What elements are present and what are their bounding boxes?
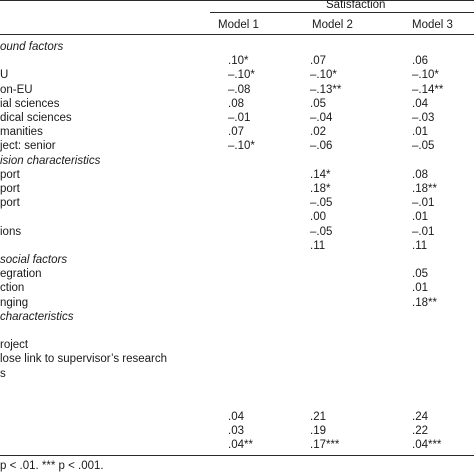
footnote-text: p < .01. *** p < .001.: [0, 460, 104, 472]
model-2-value: .05: [310, 97, 326, 110]
model-3-value: –.01: [412, 225, 435, 238]
row-label: port: [0, 168, 20, 181]
model-2-value: –.13**: [310, 83, 342, 96]
row-label: port: [0, 197, 20, 210]
model-1-value: .07: [228, 126, 244, 139]
group-heading: social factors: [0, 254, 68, 266]
row-label: manities: [0, 126, 43, 139]
model-2-header: Model 2: [312, 19, 353, 31]
model-1-value: –.10*: [228, 140, 255, 153]
model-2-value: –.10*: [310, 69, 337, 82]
model-3-value: .04: [412, 97, 428, 110]
table-footnote: p < .01. *** p < .001.: [0, 459, 104, 473]
row-label: roject: [0, 339, 29, 352]
summary-model-1: .03: [228, 425, 244, 438]
summary-model-2: .19: [310, 425, 326, 438]
group-heading: ound factors: [0, 41, 64, 53]
row-label: egration: [0, 268, 42, 281]
summary-model-3: .04***: [412, 439, 442, 452]
row-label: ject: senior: [0, 140, 56, 153]
table-bottom-rule: [0, 455, 474, 456]
model-3-value: –.10*: [412, 69, 439, 82]
summary-model-3: .24: [412, 411, 428, 423]
summary-model-1: .04**: [228, 439, 253, 452]
header-sub-rule: [210, 12, 474, 13]
model-2-value: .00: [310, 211, 326, 224]
row-label: nging: [0, 296, 29, 309]
model-3-value: .11: [412, 239, 428, 252]
model-2-value: .07: [310, 55, 326, 68]
row-label: on-EU: [0, 83, 33, 96]
row-label: lose link to supervisor’s research: [0, 353, 168, 366]
group-heading: characteristics: [0, 310, 74, 323]
model-1-value: .08: [228, 97, 244, 110]
model-1-value: .10*: [228, 55, 249, 68]
model-2-value: –.05: [310, 225, 333, 238]
model-2-value: .18*: [310, 183, 331, 195]
row-label: U: [0, 69, 9, 82]
model-3-value: .01: [412, 126, 428, 139]
model-3-value: .01: [412, 211, 428, 224]
model-2-value: .02: [310, 126, 326, 139]
summary-model-3: .22: [412, 425, 428, 438]
header-bottom-rule: [0, 34, 474, 35]
row-label: s: [0, 367, 6, 380]
summary-model-1: .04: [228, 411, 244, 423]
model-2-value: .11: [310, 239, 326, 252]
model-3-value: .08: [412, 168, 428, 181]
model-2-value: –.05: [310, 197, 333, 210]
model-3-value: .01: [412, 282, 428, 295]
model-2-value: –.06: [310, 140, 333, 153]
model-3-value: –.03: [412, 112, 435, 124]
model-3-header: Model 3: [412, 19, 453, 31]
row-label: dical sciences: [0, 112, 72, 124]
row-label: ions: [0, 225, 22, 238]
model-2-value: .14*: [310, 168, 331, 181]
model-1-value: –.01: [228, 112, 251, 124]
model-3-value: –.05: [412, 140, 435, 153]
model-3-value: –.14**: [412, 83, 444, 96]
model-1-header: Model 1: [218, 19, 259, 31]
dependent-variable-header: Satisfaction: [326, 0, 386, 11]
model-3-value: .18**: [412, 296, 437, 309]
model-3-value: .18**: [412, 183, 437, 195]
model-3-value: .05: [412, 268, 428, 281]
table-top-rule: [0, 0, 474, 1]
group-heading: ision characteristics: [0, 154, 101, 167]
model-1-value: –.10*: [228, 69, 255, 82]
row-label: ction: [0, 282, 25, 295]
model-2-value: –.04: [310, 112, 333, 124]
model-3-value: .06: [412, 55, 428, 68]
row-label: ial sciences: [0, 97, 60, 110]
model-1-value: –.08: [228, 83, 251, 96]
summary-model-2: .17***: [310, 439, 340, 452]
summary-model-2: .21: [310, 411, 326, 423]
row-label: port: [0, 183, 20, 195]
model-3-value: –.01: [412, 197, 435, 210]
